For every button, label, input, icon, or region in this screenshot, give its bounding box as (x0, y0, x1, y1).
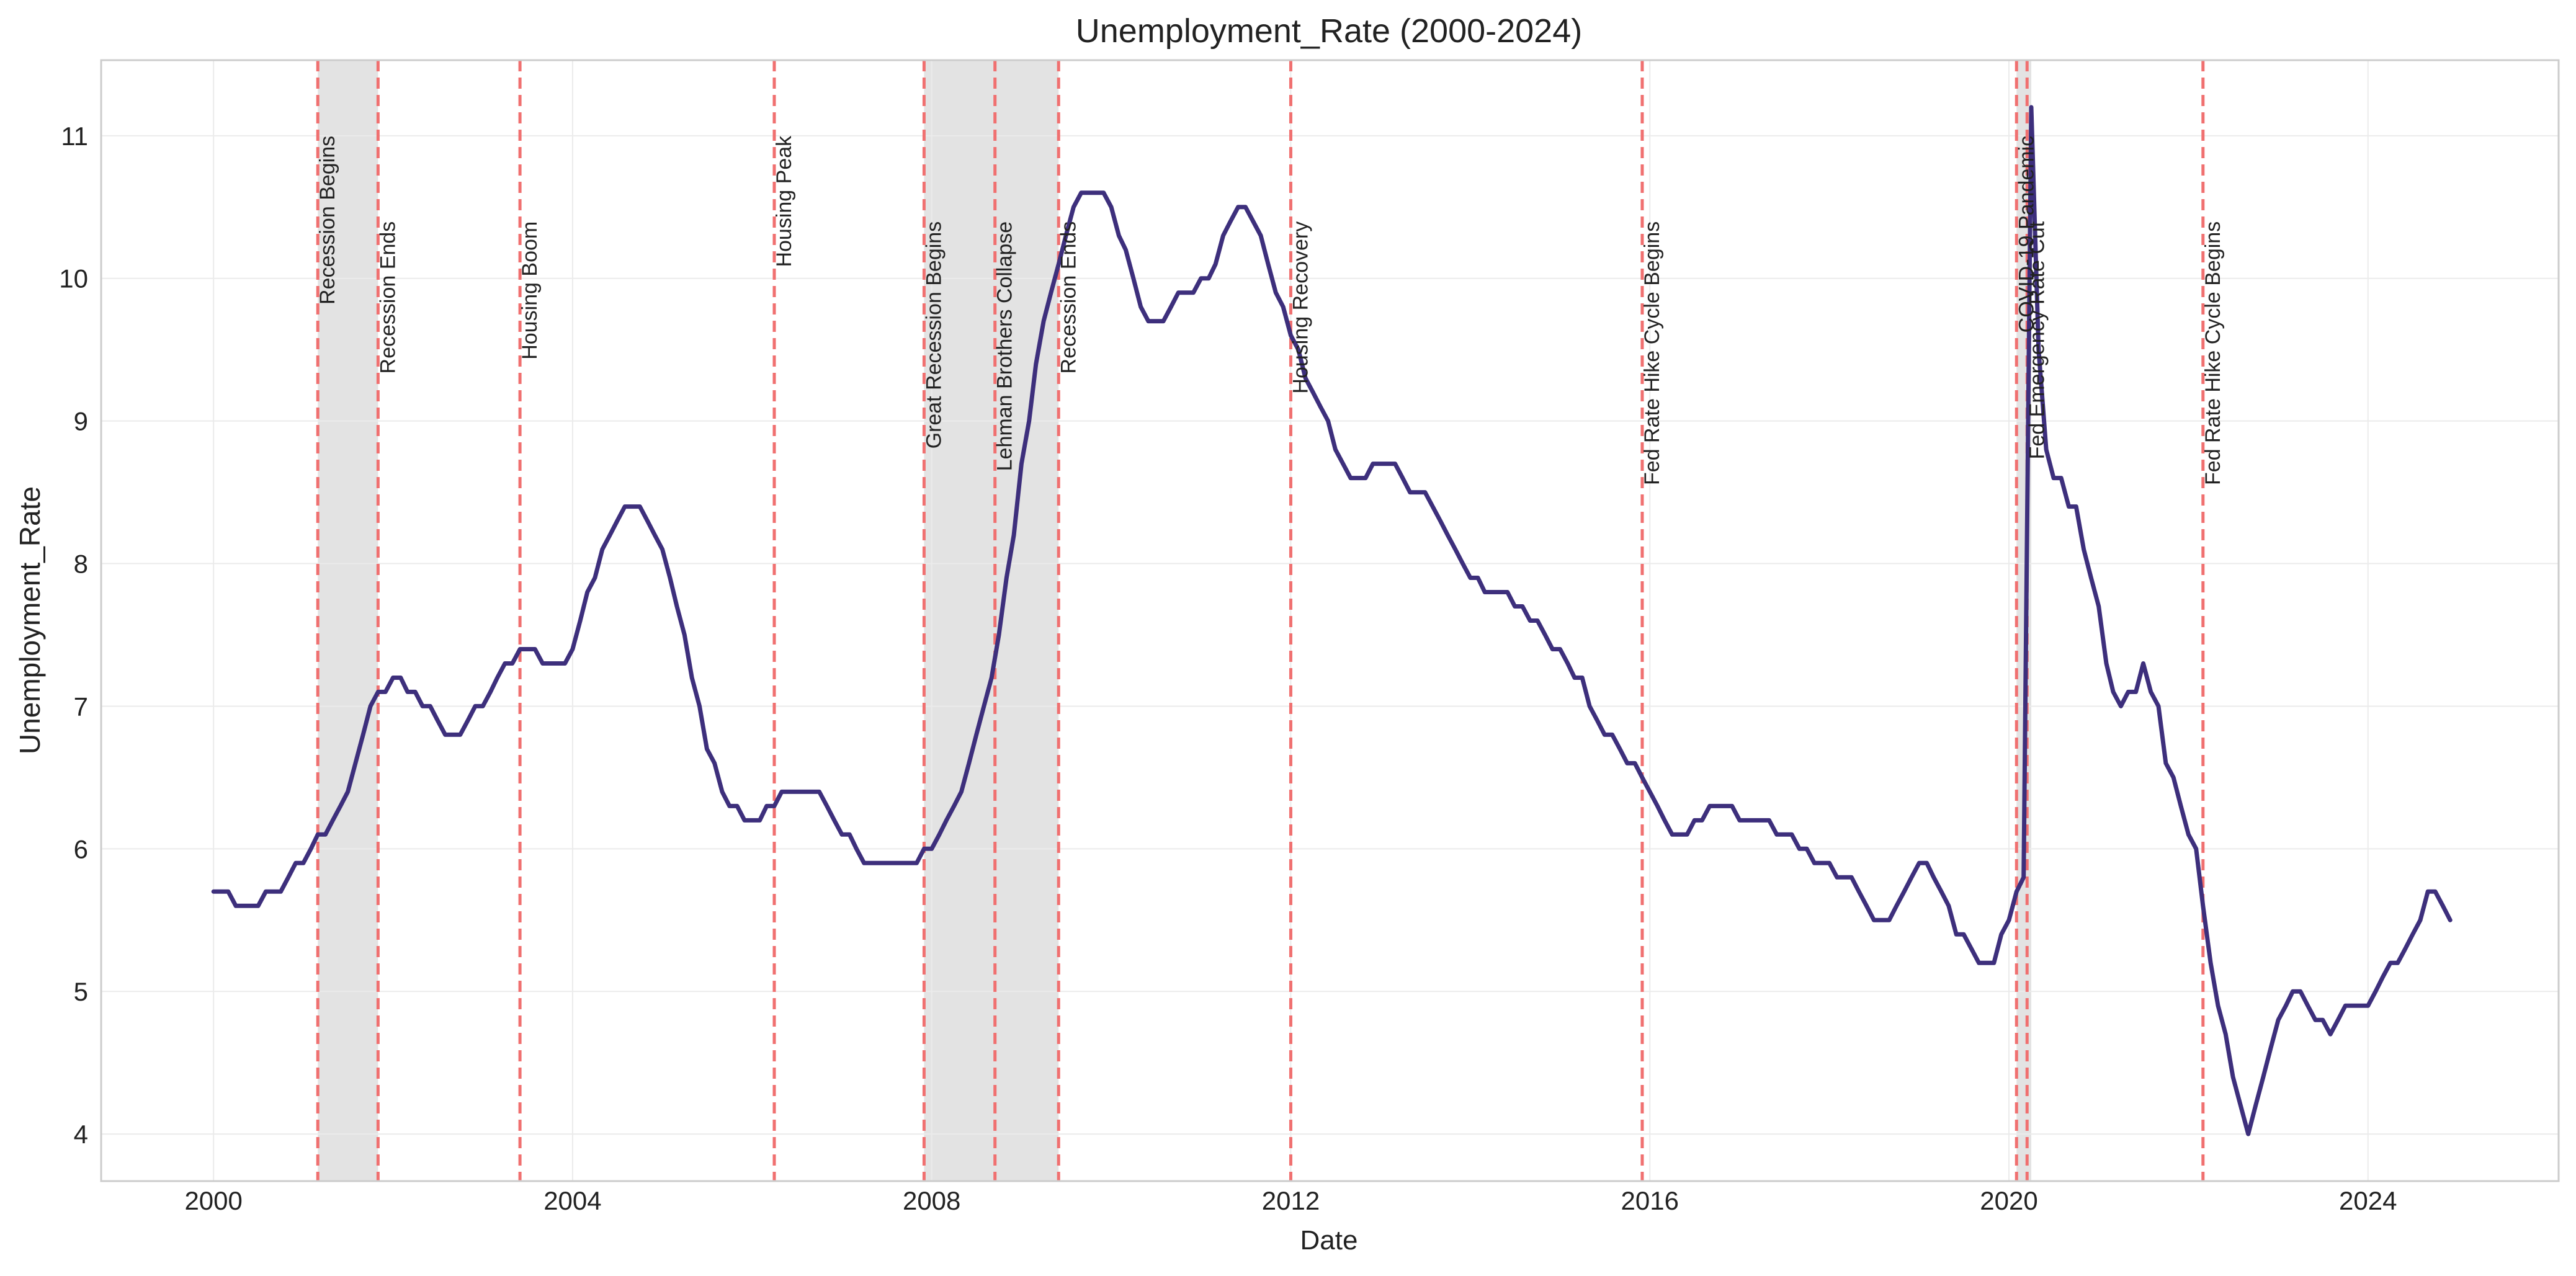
chart-title: Unemployment_Rate (2000-2024) (1076, 12, 1582, 50)
x-tick-label: 2012 (1262, 1186, 1320, 1215)
y-tick-label: 5 (74, 977, 88, 1006)
recession-shading (318, 60, 2031, 1181)
event-labels: Recession Begins Recession Ends Housing Bo… (316, 135, 2225, 485)
recession-shade (318, 60, 378, 1181)
x-tick-label: 2016 (1621, 1186, 1679, 1215)
series-layer (211, 105, 2453, 1136)
x-axis-ticks: 2000 2004 2008 2012 2016 2020 2024 (184, 1186, 2397, 1215)
event-label: Recession Begins (316, 136, 339, 305)
y-tick-label: 4 (74, 1120, 88, 1149)
event-label: Fed Rate Hike Cycle Begins (2201, 221, 2225, 485)
y-axis-ticks: 4 5 6 7 8 9 10 11 (59, 122, 88, 1149)
x-tick-label: 2008 (903, 1186, 960, 1215)
y-tick-label: 7 (74, 692, 88, 721)
event-label: COVID-19 Pandemic (2015, 136, 2038, 332)
x-tick-label: 2024 (2339, 1186, 2397, 1215)
event-label: Housing Peak (772, 135, 796, 267)
x-tick-label: 2004 (543, 1186, 601, 1215)
x-tick-label: 2000 (184, 1186, 242, 1215)
plot-frame (100, 59, 2560, 1182)
recession-shade (924, 60, 1059, 1181)
event-label: Recession Ends (1057, 221, 1080, 374)
y-tick-label: 11 (61, 122, 88, 151)
x-axis-label: Date (1300, 1225, 1358, 1256)
event-label: Lehman Brothers Collapse (993, 221, 1017, 471)
x-tick-label: 2020 (1980, 1186, 2037, 1215)
y-tick-label: 9 (74, 407, 88, 436)
event-label: Fed Emergency Rate Cut (2025, 221, 2049, 459)
y-tick-label: 6 (74, 834, 88, 863)
y-tick-label: 10 (59, 264, 88, 293)
event-label: Housing Recovery (1289, 221, 1312, 394)
y-tick-label: 8 (74, 550, 88, 579)
event-label: Recession Ends (376, 221, 400, 374)
plot-area: Recession Begins Recession Ends Housing Bo… (100, 59, 2560, 1182)
event-label: Housing Boom (518, 221, 542, 360)
y-axis-label: Unemployment_Rate (14, 486, 46, 754)
event-label: Fed Rate Hike Cycle Begins (1640, 221, 1664, 485)
event-label: Great Recession Begins (922, 221, 946, 449)
series-line (211, 105, 2453, 1136)
